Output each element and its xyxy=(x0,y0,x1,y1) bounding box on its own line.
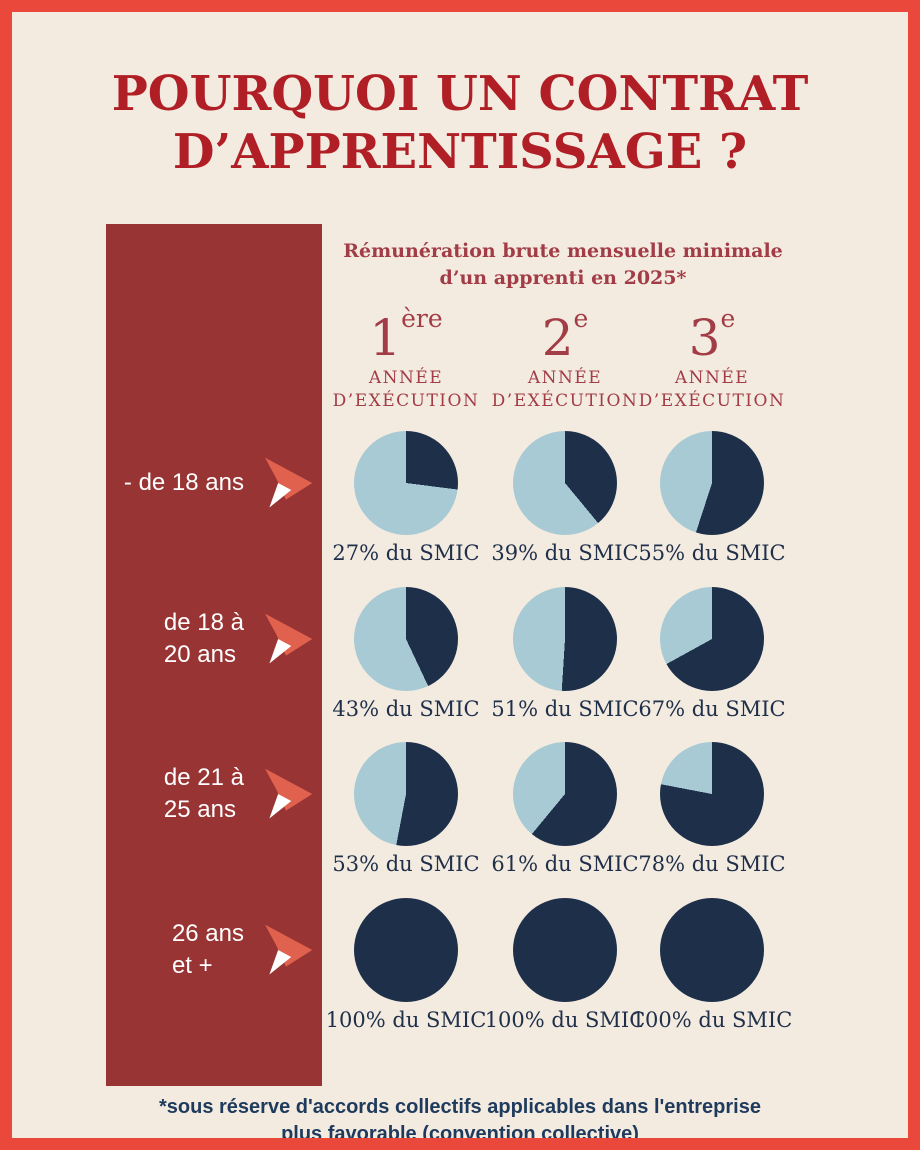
column-header-year-1: 1ère ANNÉE D’EXÉCUTION xyxy=(321,306,491,413)
pie-chart-18-20-year2 xyxy=(513,587,617,691)
pie-value-label: 78% du SMIC xyxy=(638,852,786,876)
year-3-label-annee: ANNÉE xyxy=(674,368,750,388)
age-row-label-18-20: de 18 à 20 ans xyxy=(118,604,314,674)
pie-chart-26plus-year1 xyxy=(354,898,458,1002)
pie-chart-18-20-year3 xyxy=(660,587,764,691)
column-header-year-2: 2e ANNÉE D’EXÉCUTION xyxy=(480,306,650,413)
pie-value-label: 43% du SMIC xyxy=(332,697,480,721)
arrow-icon xyxy=(265,924,313,975)
year-3-number: 3e xyxy=(688,304,736,367)
pie-chart-21-25-year2 xyxy=(513,742,617,846)
year-2-number: 2e xyxy=(541,304,589,367)
pie-chart-26plus-year2 xyxy=(513,898,617,1002)
pie-chart-21-25-year1 xyxy=(354,742,458,846)
year-1-label-annee: ANNÉE xyxy=(368,368,444,388)
year-3-label-execution: D’EXÉCUTION xyxy=(638,390,786,411)
pie-value-label: 67% du SMIC xyxy=(638,697,786,721)
pie-chart-under18-year1 xyxy=(354,431,458,535)
footnote-line2: plus favorable (convention collective) xyxy=(281,1123,639,1145)
page-title: POURQUOI UN CONTRAT D’APPRENTISSAGE ? xyxy=(12,66,908,181)
footnote: *sous réserve d'accords collectifs appli… xyxy=(12,1094,908,1145)
year-1-number: 1ère xyxy=(369,304,443,367)
pie-value-label: 51% du SMIC xyxy=(491,697,639,721)
pie-chart-26plus-year3 xyxy=(660,898,764,1002)
pie-value-label: 61% du SMIC xyxy=(491,852,639,876)
chart-subtitle-line1: Rémunération brute mensuelle minimale xyxy=(343,240,783,262)
pie-chart-18-20-year1 xyxy=(354,587,458,691)
page-title-line2: D’APPRENTISSAGE ? xyxy=(172,123,748,180)
pie-value-label: 100% du SMIC xyxy=(325,1008,487,1032)
pie-value-label: 100% du SMIC xyxy=(631,1008,793,1032)
pie-chart-under18-year3 xyxy=(660,431,764,535)
arrow-icon xyxy=(265,768,313,819)
age-row-label-26-plus: 26 ans et + xyxy=(118,915,314,985)
pie-value-label: 27% du SMIC xyxy=(332,541,480,565)
year-2-label-execution: D’EXÉCUTION xyxy=(491,390,639,411)
pie-value-label: 53% du SMIC xyxy=(332,852,480,876)
pie-value-label: 100% du SMIC xyxy=(484,1008,646,1032)
year-1-label-execution: D’EXÉCUTION xyxy=(332,390,480,411)
pie-value-label: 55% du SMIC xyxy=(638,541,786,565)
year-2-label-annee: ANNÉE xyxy=(527,368,603,388)
age-row-label-under-18: - de 18 ans xyxy=(118,448,314,518)
chart-subtitle: Rémunération brute mensuelle minimale d’u… xyxy=(318,238,808,291)
footnote-line1: *sous réserve d'accords collectifs appli… xyxy=(158,1096,761,1118)
column-header-year-3: 3e ANNÉE D’EXÉCUTION xyxy=(627,306,797,413)
pie-chart-under18-year2 xyxy=(513,431,617,535)
arrow-icon xyxy=(265,457,313,508)
page-title-line1: POURQUOI UN CONTRAT xyxy=(111,66,809,122)
chart-subtitle-line2: d’un apprenti en 2025* xyxy=(439,266,687,289)
pie-chart-21-25-year3 xyxy=(660,742,764,846)
age-row-label-21-25: de 21 à 25 ans xyxy=(118,759,314,829)
pie-value-label: 39% du SMIC xyxy=(491,541,639,565)
arrow-icon xyxy=(265,613,313,664)
